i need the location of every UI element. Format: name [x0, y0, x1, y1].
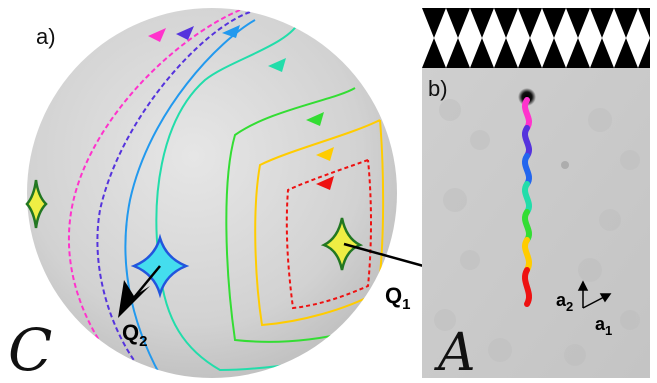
micrograph-background — [422, 68, 650, 378]
svg-text:Q2: Q2 — [122, 320, 147, 350]
q2-label: Q — [122, 320, 139, 345]
svg-text:a2: a2 — [556, 290, 573, 314]
trajectory-blue — [124, 19, 256, 376]
sphere-trajectories — [67, 9, 385, 378]
trajectory-green — [225, 87, 381, 343]
triangle-pattern — [422, 8, 650, 68]
svg-text:Q1: Q1 — [385, 283, 410, 313]
a1-label: a — [595, 314, 606, 334]
svg-text:a1: a1 — [595, 314, 612, 338]
panel-a-label: a) — [36, 24, 56, 49]
trajectory-red — [285, 159, 372, 310]
basis-vectors — [577, 280, 612, 309]
sphere — [27, 8, 397, 378]
trajectory-yellow — [254, 119, 385, 327]
q2-arrowhead-icon — [118, 280, 150, 318]
arrow-blue-icon — [222, 25, 240, 38]
q2-vector — [118, 265, 161, 318]
arrow-magenta-icon — [148, 28, 166, 42]
q1-label: Q — [385, 283, 402, 308]
arrow-green-icon — [306, 112, 324, 126]
trajectory-magenta — [67, 9, 241, 378]
arrow-teal-icon — [268, 58, 286, 72]
q1-subscript: 1 — [402, 296, 410, 313]
yellow-star-edge-icon — [25, 179, 48, 229]
micrograph-texture — [434, 99, 640, 366]
trajectory-purple — [96, 11, 251, 378]
panel-a: a) C Q1 Q2 — [8, 8, 468, 383]
trajectory-arrows — [148, 25, 334, 190]
a2-subscript: 2 — [566, 299, 573, 314]
arrow-red-icon — [316, 176, 334, 190]
space-symbol-c: C — [8, 316, 52, 383]
panel-b-label: b) — [428, 76, 448, 101]
arrow-purple-icon — [176, 26, 194, 40]
space-symbol-a: A — [434, 323, 476, 383]
a1-subscript: 1 — [605, 323, 612, 338]
a2-label: a — [556, 290, 567, 310]
arrow-yellow-icon — [316, 147, 334, 161]
yellow-star-q1-icon — [320, 217, 364, 271]
particle-path — [522, 97, 532, 307]
panel-b: b) A a2 a1 — [422, 8, 650, 383]
q2-subscript: 2 — [139, 333, 147, 350]
